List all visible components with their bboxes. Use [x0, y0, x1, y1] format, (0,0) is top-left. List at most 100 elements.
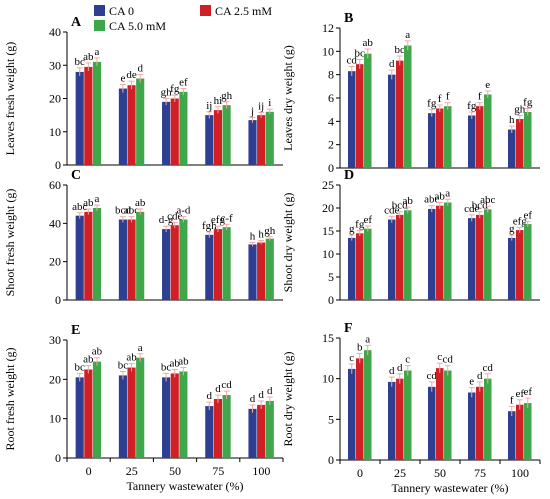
bar [508, 129, 516, 168]
significance-label: f [446, 91, 450, 103]
bar-group-100: fef ef [508, 386, 532, 460]
bar [468, 392, 476, 460]
bar [213, 399, 223, 458]
bar [444, 106, 452, 168]
significance-label: i [268, 97, 271, 109]
bar [118, 88, 127, 165]
bar [162, 377, 171, 458]
bar [162, 229, 171, 300]
bar-group-0: g fg ef [348, 214, 372, 300]
y-tick-label: 0 [55, 158, 61, 172]
bar [118, 219, 127, 300]
bar [396, 378, 404, 460]
bar [444, 370, 452, 460]
bar [388, 381, 396, 460]
y-tick-label: 10 [49, 412, 61, 426]
y-tick-label: 20 [49, 92, 61, 106]
x-tick-label: 50 [169, 464, 181, 478]
bar [404, 210, 412, 300]
bar [84, 211, 93, 300]
bar [356, 64, 364, 168]
significance-label: d [137, 63, 143, 75]
x-axis-title: Tannery wastewater (%) [126, 479, 243, 493]
legend-swatch [200, 5, 211, 16]
significance-label: bc [395, 44, 406, 56]
significance-label: ef [515, 388, 524, 400]
y-axis-title: Root dry weight (g) [281, 352, 295, 447]
y-tick-label: 40 [49, 25, 61, 39]
y-tick-label: 25 [322, 178, 334, 192]
x-tick-label: 0 [357, 466, 363, 480]
y-tick-label: 15 [322, 331, 334, 345]
bar [248, 120, 257, 165]
panel-letter: C [71, 168, 81, 183]
significance-label: bc [118, 359, 129, 371]
significance-label: abc [72, 201, 87, 213]
bar [127, 85, 136, 165]
bar [179, 219, 188, 300]
significance-label: cde [384, 204, 399, 216]
bar [170, 225, 179, 300]
y-tick-label: 20 [322, 201, 334, 215]
significance-label: e [469, 376, 474, 388]
significance-label: de [126, 69, 137, 81]
significance-label: bc [355, 48, 366, 60]
bar [364, 350, 372, 460]
significance-label: efg [513, 215, 528, 227]
significance-label: bc [75, 56, 86, 68]
bar [170, 98, 179, 165]
bar-group-50: fg f f [427, 91, 452, 168]
significance-label: h [250, 231, 256, 243]
significance-label: gh [264, 225, 276, 237]
significance-label: f [510, 394, 514, 406]
bar [136, 211, 145, 300]
significance-label: cd [443, 354, 454, 366]
bar [476, 214, 484, 300]
bar [127, 219, 136, 300]
significance-label: ij [206, 100, 212, 112]
x-tick-label: 0 [86, 464, 92, 478]
y-tick-label: 10 [49, 125, 61, 139]
y-tick-label: 0 [328, 293, 334, 307]
y-tick-label: 5 [328, 412, 334, 426]
bar [516, 230, 524, 300]
bar [75, 71, 84, 165]
significance-label: ab [92, 346, 103, 358]
significance-label: c [405, 354, 410, 366]
significance-label: d [267, 385, 273, 397]
x-tick-label: 100 [511, 466, 529, 480]
significance-label: ab [435, 190, 446, 202]
significance-label: d-g [159, 214, 174, 226]
bar [476, 106, 484, 168]
significance-label: a [365, 333, 370, 345]
significance-label: ef [363, 214, 372, 226]
panel-letter: F [344, 321, 353, 336]
bar [364, 228, 372, 300]
bar [92, 208, 102, 300]
significance-label: cd [427, 370, 438, 382]
bar [265, 238, 274, 300]
bar-group-0: cba [348, 333, 372, 460]
bar [356, 233, 364, 300]
bar [348, 368, 356, 460]
significance-label: ab [170, 358, 181, 370]
significance-label: ab [126, 352, 137, 364]
bar-group-25: d dc [388, 354, 412, 460]
bar [388, 219, 396, 300]
y-tick-label: 10 [322, 372, 334, 386]
bar [213, 110, 223, 165]
significance-label: ab [83, 354, 94, 366]
legend-swatch [94, 5, 105, 16]
bar [444, 202, 452, 300]
significance-label: bcd [472, 200, 488, 212]
bar [468, 115, 476, 168]
significance-label: ab [363, 37, 374, 49]
